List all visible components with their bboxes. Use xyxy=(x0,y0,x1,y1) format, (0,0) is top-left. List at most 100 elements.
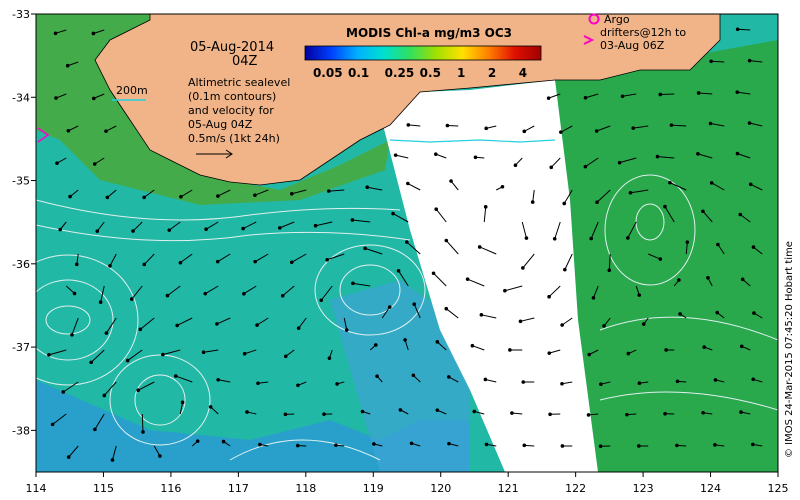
velocity-arrow-icon xyxy=(596,189,611,203)
velocity-arrowhead-icon xyxy=(668,180,672,185)
velocity-arrowhead-icon xyxy=(713,378,718,382)
velocity-arrowhead-icon xyxy=(664,348,668,352)
lat-tick-label: -36 xyxy=(12,258,30,271)
velocity-arrowhead-icon xyxy=(253,259,257,264)
velocity-arrowhead-icon xyxy=(563,267,567,272)
velocity-arrowhead-icon xyxy=(513,163,518,167)
velocity-arrow-icon xyxy=(48,349,67,356)
velocity-arrowhead-icon xyxy=(411,373,416,378)
velocity-arrow-icon xyxy=(94,413,105,430)
longitude-axis: 114 115 116 117 118 119 120 121 122 123 124 125 xyxy=(26,472,789,495)
velocity-arrowhead-icon xyxy=(215,322,219,326)
velocity-arrowhead-icon xyxy=(738,212,743,217)
velocity-arrowhead-icon xyxy=(203,291,208,296)
isobath-label: 200m xyxy=(116,84,148,97)
velocity-arrow-icon xyxy=(365,247,383,255)
velocity-arrowhead-icon xyxy=(327,189,331,193)
velocity-arrow-icon xyxy=(243,285,257,295)
velocity-arrowhead-icon xyxy=(208,405,213,409)
velocity-arrowhead-icon xyxy=(255,323,259,327)
velocity-arrow-icon xyxy=(352,282,371,287)
velocity-arrow-icon xyxy=(138,381,155,391)
velocity-arrowhead-icon xyxy=(751,377,756,382)
velocity-arrow-icon xyxy=(481,314,497,319)
velocity-arrowhead-icon xyxy=(546,96,551,100)
velocity-arrow-icon xyxy=(62,381,79,393)
velocity-arrowhead-icon xyxy=(530,200,535,204)
lat-tick-label: -37 xyxy=(12,341,30,354)
lon-tick-label: 123 xyxy=(633,482,654,495)
velocity-arrow-icon xyxy=(433,272,447,287)
velocity-arrowhead-icon xyxy=(709,59,714,64)
lon-tick-label: 121 xyxy=(498,482,519,495)
lon-tick-label: 124 xyxy=(700,482,721,495)
velocity-arrowhead-icon xyxy=(547,351,552,355)
velocity-arrowhead-icon xyxy=(65,63,70,68)
velocity-arrow-icon xyxy=(282,285,295,297)
velocity-arrowhead-icon xyxy=(92,162,97,166)
velocity-arrowhead-icon xyxy=(98,300,103,304)
velocity-arrowhead-icon xyxy=(201,350,206,355)
velocity-arrowhead-icon xyxy=(241,226,245,231)
velocity-arrowhead-icon xyxy=(373,343,378,347)
argo-legend-line: 03-Aug 06Z xyxy=(600,39,665,52)
velocity-arrowhead-icon xyxy=(277,226,282,230)
velocity-arrowhead-icon xyxy=(735,90,740,94)
velocity-arrowhead-icon xyxy=(105,195,110,200)
velocity-arrow-icon xyxy=(168,221,181,231)
velocity-arrow-icon xyxy=(622,93,637,97)
velocity-arrowhead-icon xyxy=(628,190,633,195)
velocity-arrowhead-icon xyxy=(142,262,147,267)
velocity-arrowhead-icon xyxy=(444,306,449,311)
velocity-arrow-icon xyxy=(627,221,637,239)
velocity-arrowhead-icon xyxy=(747,58,752,63)
velocity-arrowhead-icon xyxy=(685,240,690,244)
velocity-arrowhead-icon xyxy=(641,322,646,326)
velocity-arrow-icon xyxy=(254,253,269,263)
velocity-arrow-icon xyxy=(180,253,193,264)
velocity-arrows xyxy=(47,27,763,462)
velocity-arrowhead-icon xyxy=(296,383,300,388)
velocity-arrowhead-icon xyxy=(216,194,220,198)
no-data-swath xyxy=(383,80,598,472)
velocity-arrowhead-icon xyxy=(637,293,642,297)
velocity-arrowhead-icon xyxy=(91,31,96,36)
velocity-arrow-icon xyxy=(367,186,383,191)
velocity-arrow-icon xyxy=(217,189,231,197)
velocity-arrowhead-icon xyxy=(658,257,663,261)
velocity-arrowhead-icon xyxy=(751,245,756,249)
velocity-arrowhead-icon xyxy=(617,160,622,165)
velocity-arrow-icon xyxy=(590,221,599,239)
velocity-arrowhead-icon xyxy=(110,458,115,462)
velocity-arrowhead-icon xyxy=(350,218,355,222)
lat-tick-label: -34 xyxy=(12,91,30,104)
velocity-arrowhead-icon xyxy=(518,319,523,324)
colorbar-tick-label: 0.25 xyxy=(385,66,415,80)
velocity-arrowhead-icon xyxy=(678,312,682,316)
velocity-arrow-icon xyxy=(408,124,421,127)
velocity-arrowhead-icon xyxy=(180,400,185,405)
velocity-arrowhead-icon xyxy=(548,412,552,417)
velocity-arrowhead-icon xyxy=(470,343,475,348)
velocity-arrow-icon xyxy=(560,125,573,133)
velocity-arrow-icon xyxy=(524,125,535,132)
velocity-arrow-icon xyxy=(139,317,155,330)
latitude-axis: -33 -34 -35 -36 -37 -38 xyxy=(12,8,36,437)
colorbar-title: MODIS Chl-a mg/m3 OC3 xyxy=(346,26,512,40)
lon-tick-label: 118 xyxy=(295,482,316,495)
velocity-arrow-icon xyxy=(532,189,535,203)
velocity-arrowhead-icon xyxy=(522,129,527,134)
velocity-arrowhead-icon xyxy=(713,443,717,447)
velocity-arrow-icon xyxy=(205,285,219,295)
lat-tick-label: -33 xyxy=(12,8,30,21)
lon-tick-label: 122 xyxy=(565,482,586,495)
velocity-arrowhead-icon xyxy=(735,151,740,156)
isobath-line xyxy=(389,139,556,143)
velocity-arrowhead-icon xyxy=(396,269,401,273)
velocity-arrowhead-icon xyxy=(739,410,743,414)
velocity-arrow-icon xyxy=(711,60,725,63)
velocity-arrowhead-icon xyxy=(295,443,300,448)
velocity-arrow-icon xyxy=(522,253,535,269)
lat-tick-label: -38 xyxy=(12,424,30,437)
velocity-arrow-icon xyxy=(218,379,231,383)
